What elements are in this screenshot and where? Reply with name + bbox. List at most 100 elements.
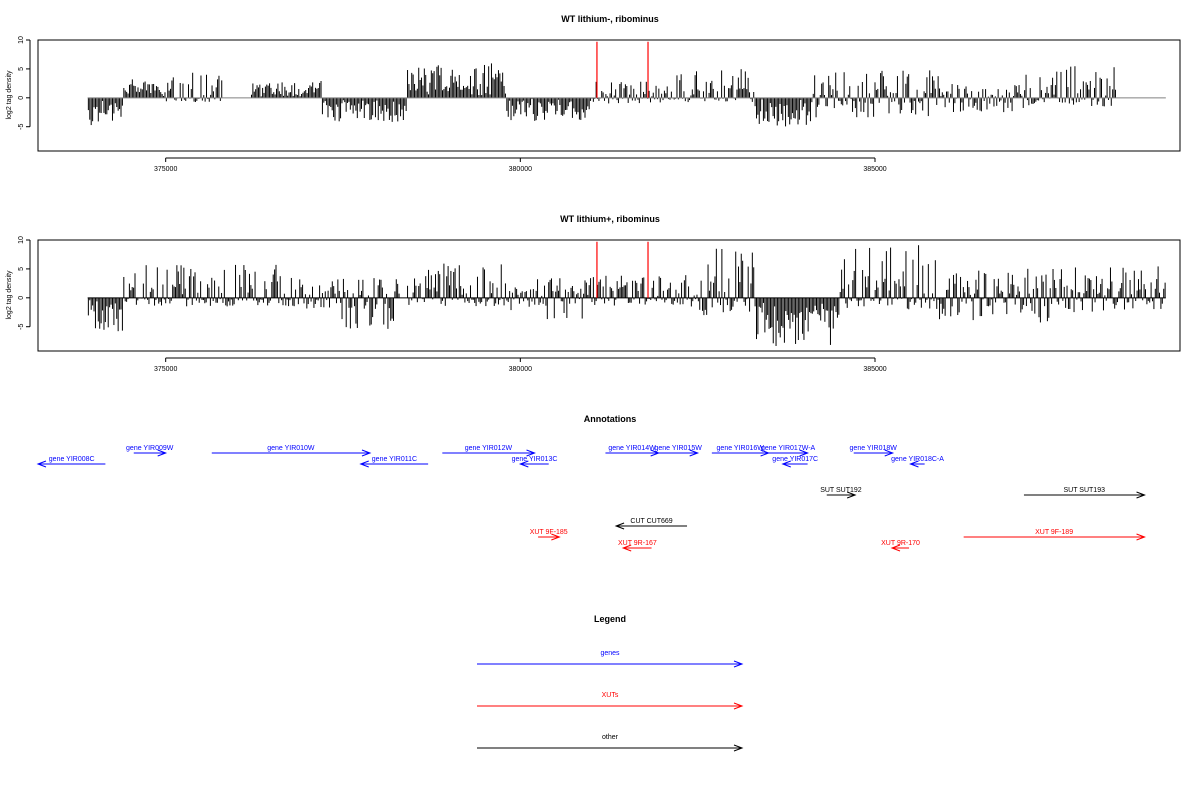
x-tick-label: 375000	[154, 366, 177, 373]
feature-arrow-head	[689, 449, 700, 457]
feature-label: gene YIR012W	[465, 445, 513, 452]
feature-gene-yir017w-a: gene YIR017W-A	[761, 445, 816, 457]
feature-label: SUT SUT193	[1063, 487, 1105, 494]
legend-label: other	[602, 734, 619, 741]
y-axis: -5 0 5 10	[18, 236, 31, 330]
y-axis-label: log2 tag density	[6, 70, 13, 120]
feature-label: gene YIR018W	[850, 445, 898, 452]
x-tick-label: 380000	[509, 366, 532, 373]
feature-arrow-head	[799, 449, 810, 457]
density-bars	[87, 63, 1116, 127]
y-axis-label: log2 tag density	[6, 270, 13, 320]
feature-gene-yir011c: gene YIR011C	[359, 456, 429, 468]
x-tick-label: 385000	[863, 366, 886, 373]
legend-label: genes	[600, 650, 620, 657]
legend-entries: genes XUTs other	[477, 650, 744, 752]
y-tick-label: -5	[18, 324, 25, 330]
feature-label: gene YIR017W-A	[761, 445, 816, 452]
feature-arrow-head	[909, 460, 919, 468]
feature-arrow-head	[518, 460, 529, 468]
feature-label: gene YIR010W	[267, 445, 315, 452]
y-tick-label: -5	[18, 124, 25, 130]
feature-gene-yir015w: gene YIR015W	[654, 445, 702, 457]
feature-label: SUT SUT192	[820, 487, 862, 494]
feature-arrow-head	[1136, 491, 1146, 499]
feature-xut-9f-185: XUT 9F-185	[530, 529, 568, 541]
feature-sut-sut193: SUT SUT193	[1023, 487, 1146, 499]
feature-arrow-head	[157, 449, 168, 457]
feature-xut-9f-189: XUT 9F-189	[963, 529, 1146, 541]
feature-arrow-head	[884, 449, 895, 457]
feature-arrow-head	[733, 660, 744, 668]
y-axis: -5 0 5 10	[18, 36, 31, 130]
density-bars	[87, 245, 1166, 346]
y-tick-label: 0	[18, 96, 25, 100]
plot-frame	[37, 39, 1181, 152]
legend-entry-other: other	[477, 734, 744, 752]
feature-gene-yir018c-a: gene YIR018C-A	[891, 456, 944, 468]
feature-arrow-head	[526, 449, 536, 457]
annotations-title: Annotations	[584, 414, 637, 424]
feature-arrow-head	[733, 744, 744, 752]
y-tick-label: 5	[18, 267, 25, 271]
legend-entry-xuts: XUTs	[477, 692, 744, 710]
feature-arrow-head	[733, 702, 744, 710]
feature-xut-9r-167: XUT 9R-167	[618, 540, 657, 552]
feature-label: gene YIR015W	[654, 445, 702, 452]
feature-label: gene YIR016W	[717, 445, 765, 452]
y-tick-label: 5	[18, 67, 25, 71]
legend-panel: Legend genes XUTs other	[477, 614, 744, 752]
x-axis: 375000 380000 385000	[154, 157, 887, 173]
feature-label: XUT 9R-170	[881, 540, 920, 547]
feature-gene-yir018w: gene YIR018W	[850, 445, 898, 457]
feature-arrow-head	[846, 491, 857, 499]
x-tick-label: 380000	[509, 166, 532, 173]
feature-arrow-head	[361, 449, 372, 457]
panel-title: WT lithium+, ribominus	[560, 214, 660, 224]
feature-arrow-head	[551, 533, 561, 541]
track-panel-lithium-minus: WT lithium-, ribominus log2 tag density …	[6, 14, 1181, 173]
feature-gene-yir017c: gene YIR017C	[772, 456, 818, 468]
feature-arrow-head	[614, 522, 625, 530]
feature-gene-yir010w: gene YIR010W	[211, 445, 372, 457]
x-tick-label: 385000	[863, 166, 886, 173]
plot-frame	[37, 239, 1181, 352]
y-tick-label: 10	[18, 236, 25, 244]
y-tick-label: 10	[18, 36, 25, 44]
feature-arrow-head	[359, 460, 369, 468]
feature-arrow-head	[36, 460, 47, 468]
track-panel-lithium-plus: WT lithium+, ribominus log2 tag density …	[6, 214, 1181, 373]
feature-gene-yir013c: gene YIR013C	[512, 456, 558, 468]
feature-label: gene YIR011C	[372, 456, 417, 463]
highlight-lines	[596, 41, 649, 98]
feature-gene-yir009w: gene YIR009W	[126, 445, 174, 457]
feature-list: gene YIR008C gene YIR009W gene YIR010W gene…	[36, 445, 1146, 552]
feature-gene-yir012w: gene YIR012W	[442, 445, 536, 457]
feature-gene-yir014w: gene YIR014W	[605, 445, 661, 457]
feature-arrow-head	[621, 544, 632, 552]
feature-label: XUT 9R-167	[618, 540, 657, 547]
feature-label: CUT CUT669	[630, 518, 672, 525]
highlight-lines	[596, 241, 649, 298]
feature-label: gene YIR009W	[126, 445, 174, 452]
feature-sut-sut192: SUT SUT192	[820, 487, 862, 499]
feature-label: gene YIR018C-A	[891, 456, 944, 463]
feature-label: gene YIR014W	[608, 445, 656, 452]
feature-arrow-head	[1136, 533, 1146, 541]
feature-gene-yir008c: gene YIR008C	[36, 456, 106, 468]
x-axis: 375000 380000 385000	[154, 357, 887, 373]
feature-cut-cut669: CUT CUT669	[614, 518, 688, 530]
feature-label: gene YIR013C	[512, 456, 558, 463]
feature-label: XUT 9F-185	[530, 529, 568, 536]
feature-arrow-head	[781, 460, 791, 468]
legend-title: Legend	[594, 614, 626, 624]
feature-xut-9r-170: XUT 9R-170	[881, 540, 920, 552]
feature-arrow-head	[890, 544, 901, 552]
legend-label: XUTs	[602, 692, 619, 699]
y-tick-label: 0	[18, 296, 25, 300]
feature-label: gene YIR017C	[772, 456, 818, 463]
feature-label: gene YIR008C	[49, 456, 95, 463]
legend-entry-genes: genes	[477, 650, 744, 668]
